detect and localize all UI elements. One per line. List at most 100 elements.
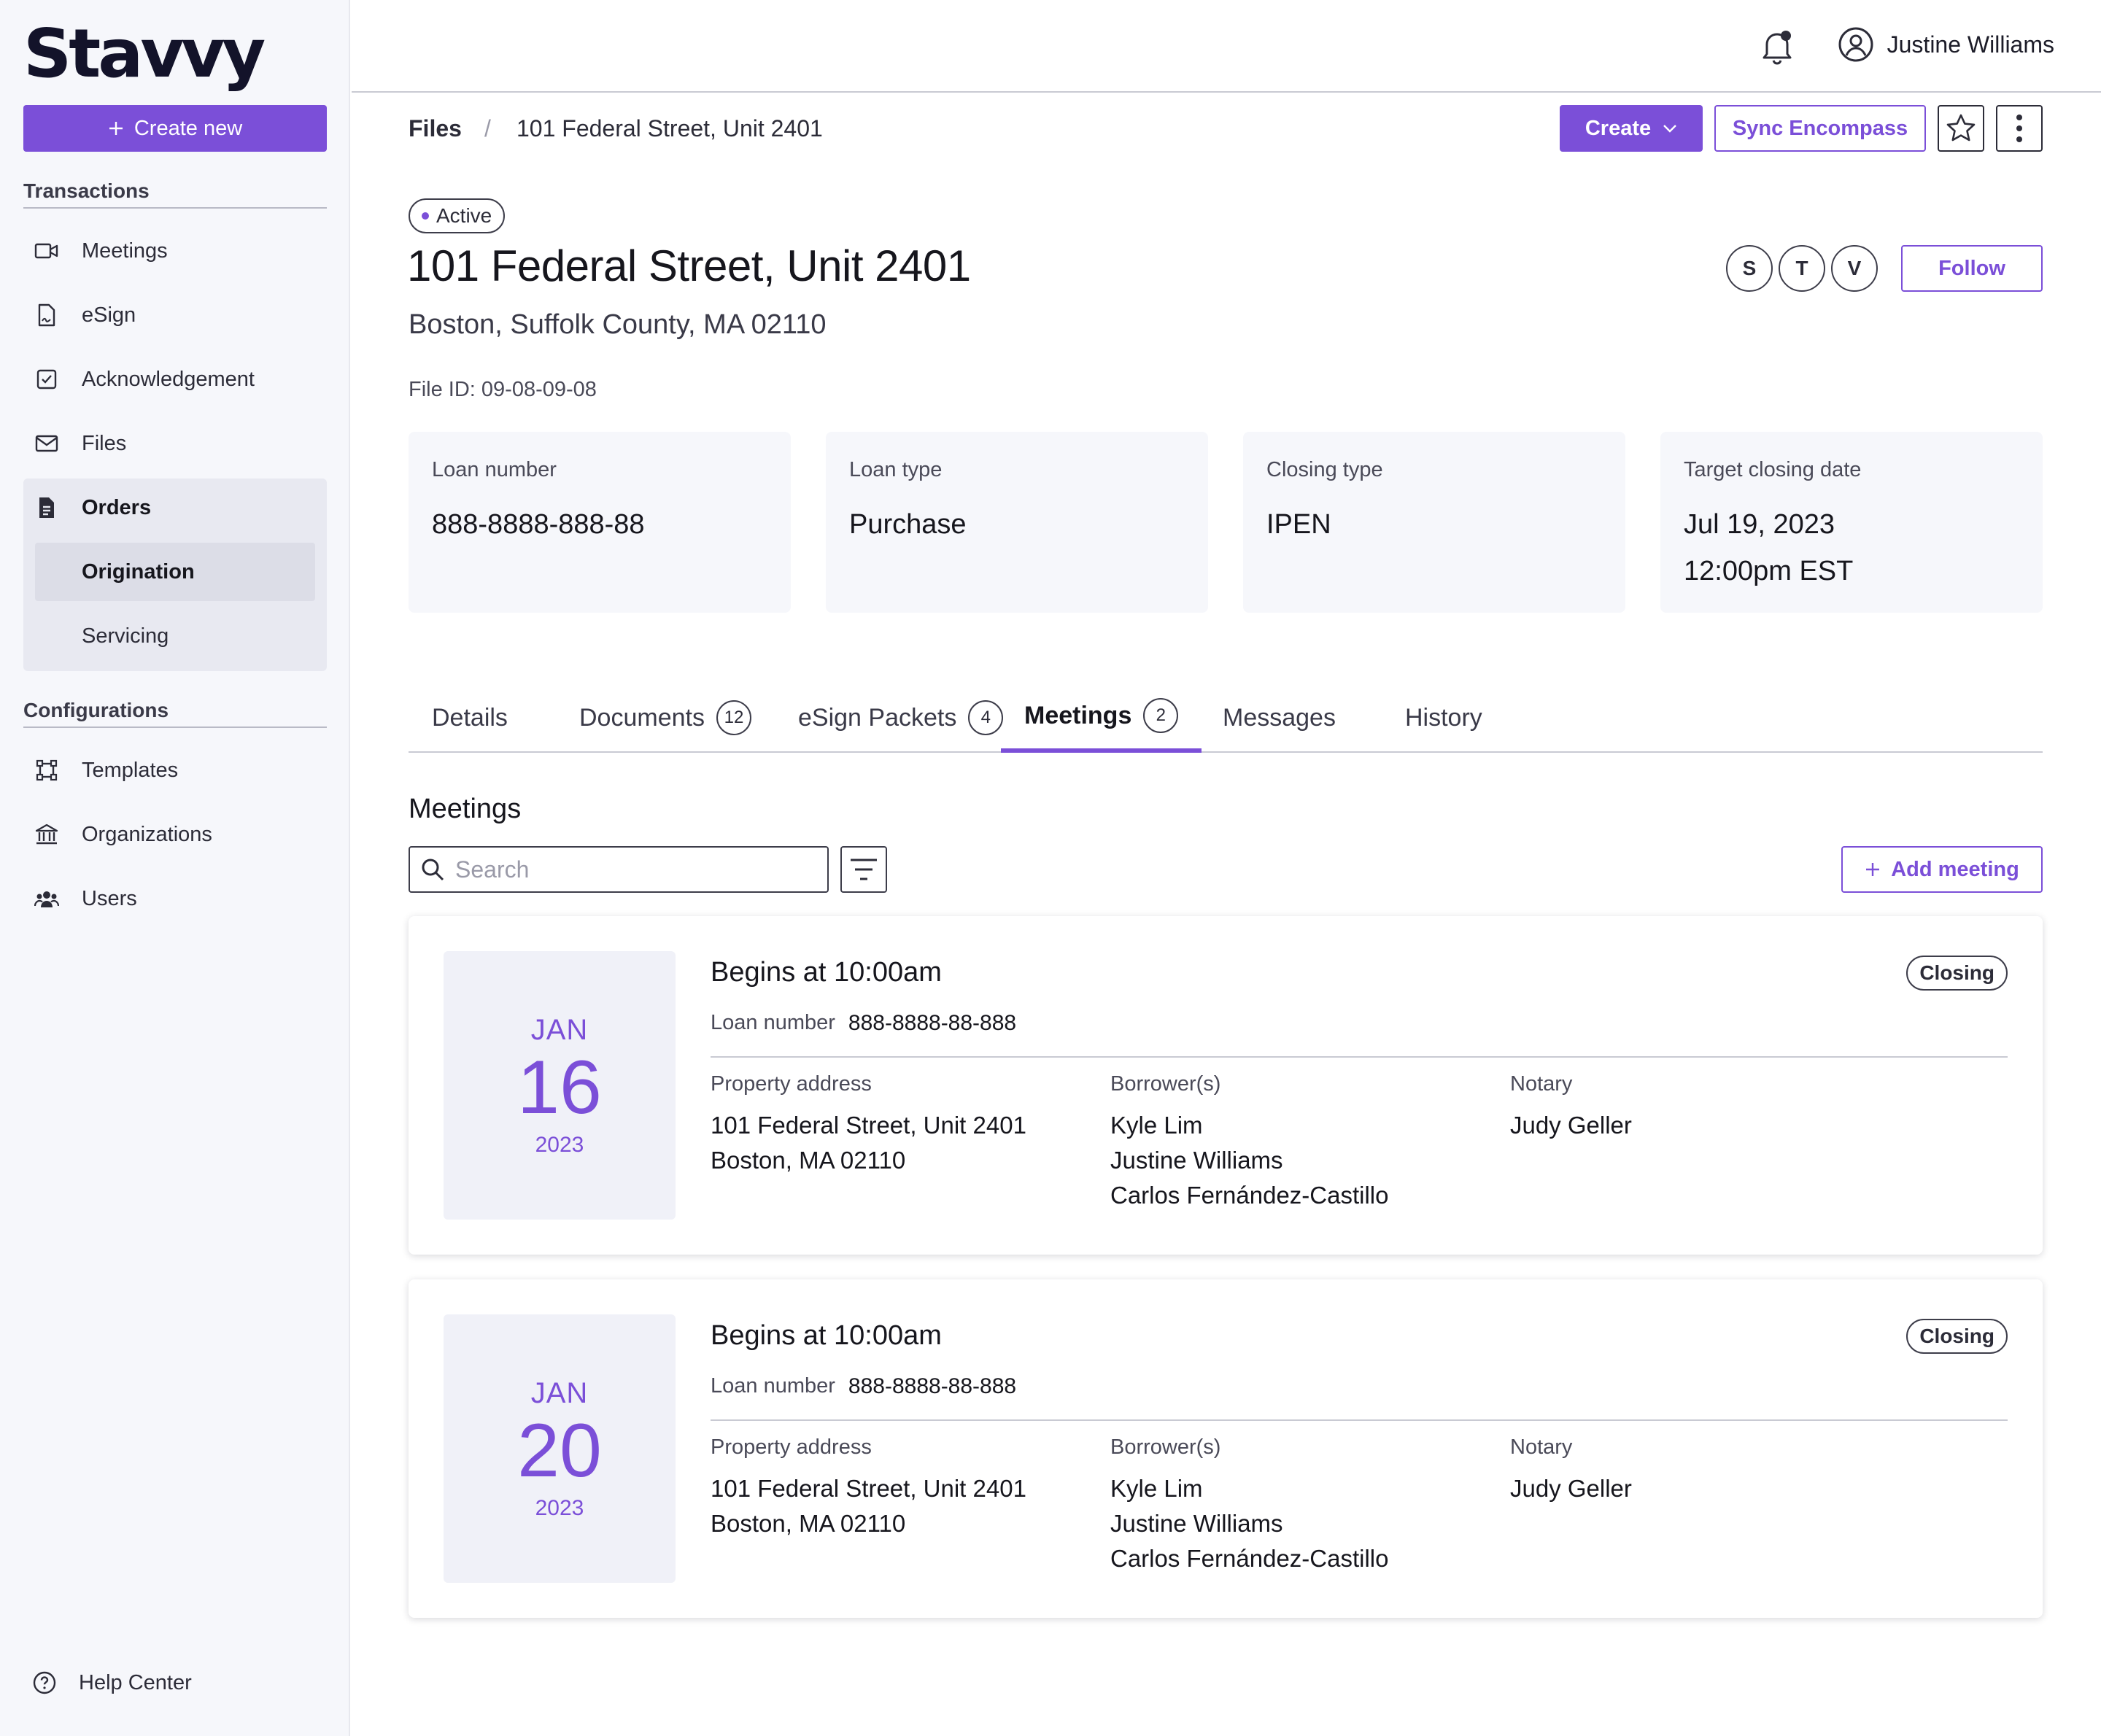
- create-new-label: Create new: [134, 116, 243, 140]
- sidebar-item-label: eSign: [82, 303, 136, 327]
- envelope-icon: [32, 435, 61, 452]
- tab-count-badge: 12: [716, 700, 751, 735]
- meeting-borrower: Justine Williams: [1110, 1510, 1283, 1537]
- meeting-property-address: Property address 101 Federal Street, Uni…: [711, 1072, 1026, 1178]
- sync-encompass-button[interactable]: Sync Encompass: [1714, 105, 1926, 152]
- sidebar: Stavvy Create new Transactions Meetings …: [0, 0, 350, 1736]
- plus-icon: [108, 120, 124, 136]
- meeting-address-line: 101 Federal Street, Unit 2401: [711, 1112, 1026, 1139]
- template-frame-icon: [32, 759, 61, 781]
- help-center-label: Help Center: [79, 1670, 192, 1694]
- page-subtitle: Boston, Suffolk County, MA 02110: [409, 309, 827, 340]
- checkbox-icon: [32, 369, 61, 390]
- meeting-type-badge: Closing: [1906, 956, 2008, 991]
- avatar-s[interactable]: S: [1726, 245, 1773, 292]
- meeting-card[interactable]: JAN 20 2023 Begins at 10:00am Closing Lo…: [409, 1279, 2043, 1618]
- user-menu[interactable]: Justine Williams: [1838, 26, 2054, 63]
- tab-documents[interactable]: Documents 12: [556, 683, 775, 753]
- avatar-v[interactable]: V: [1831, 245, 1878, 292]
- app-logo[interactable]: Stavvy: [23, 15, 266, 93]
- tab-messages[interactable]: Messages: [1199, 683, 1359, 753]
- search-input[interactable]: [454, 855, 804, 884]
- sidebar-subitem-origination[interactable]: Origination: [35, 543, 315, 601]
- sidebar-item-files[interactable]: Files: [23, 414, 327, 473]
- create-new-button[interactable]: Create new: [23, 105, 327, 152]
- tab-details[interactable]: Details: [409, 683, 531, 753]
- create-button-label: Create: [1585, 116, 1652, 140]
- esign-document-icon: [32, 303, 61, 327]
- info-card-value: Jul 19, 2023: [1684, 509, 1835, 540]
- sidebar-item-esign[interactable]: eSign: [23, 286, 327, 344]
- sidebar-item-meetings[interactable]: Meetings: [23, 222, 327, 280]
- meeting-loan-value: 888-8888-88-888: [848, 1374, 1017, 1398]
- sidebar-item-users[interactable]: Users: [23, 869, 327, 928]
- create-dropdown-button[interactable]: Create: [1560, 105, 1703, 152]
- info-card-target-closing-date: Target closing date Jul 19, 2023 12:00pm…: [1660, 432, 2043, 613]
- info-card-value: IPEN: [1266, 509, 1331, 540]
- meeting-notary-label: Notary: [1510, 1072, 1573, 1096]
- file-id: File ID: 09-08-09-08: [409, 378, 597, 401]
- meeting-notary-label: Notary: [1510, 1435, 1573, 1459]
- help-center-link[interactable]: Help Center: [32, 1670, 192, 1695]
- follow-button[interactable]: Follow: [1901, 245, 2043, 292]
- info-card-loan-type: Loan type Purchase: [826, 432, 1208, 613]
- meeting-borrower: Carlos Fernández-Castillo: [1110, 1182, 1389, 1209]
- add-meeting-button[interactable]: Add meeting: [1841, 846, 2043, 893]
- transactions-section-title: Transactions: [23, 179, 327, 209]
- meeting-date-box: JAN 20 2023: [444, 1314, 676, 1583]
- meeting-date-box: JAN 16 2023: [444, 951, 676, 1220]
- info-card-closing-type: Closing type IPEN: [1243, 432, 1625, 613]
- sidebar-item-orders[interactable]: Orders: [23, 478, 327, 537]
- more-options-button[interactable]: [1996, 105, 2043, 152]
- tab-esign-packets[interactable]: eSign Packets 4: [775, 683, 1026, 753]
- meeting-property-address: Property address 101 Federal Street, Uni…: [711, 1435, 1026, 1541]
- breadcrumb-current: 101 Federal Street, Unit 2401: [516, 115, 823, 142]
- add-meeting-label: Add meeting: [1891, 857, 2019, 881]
- meeting-loan-number: Loan number 888-8888-88-888: [711, 1011, 1016, 1036]
- info-card-label: Target closing date: [1684, 458, 1862, 481]
- chevron-down-icon: [1663, 124, 1677, 133]
- meeting-borrowers: Borrower(s) Kyle Lim Justine Williams Ca…: [1110, 1435, 1388, 1576]
- configurations-section-title: Configurations: [23, 699, 327, 728]
- meeting-card[interactable]: JAN 16 2023 Begins at 10:00am Closing Lo…: [409, 916, 2043, 1255]
- info-card-label: Closing type: [1266, 458, 1383, 481]
- sidebar-item-label: Organizations: [82, 822, 212, 846]
- avatar-t[interactable]: T: [1779, 245, 1825, 292]
- meeting-loan-label: Loan number: [711, 1011, 835, 1034]
- sidebar-item-label: Acknowledgement: [82, 367, 255, 391]
- tab-label: Details: [432, 703, 508, 732]
- sidebar-item-templates[interactable]: Templates: [23, 741, 327, 799]
- search-field[interactable]: [409, 846, 829, 893]
- meeting-title: Begins at 10:00am: [711, 957, 942, 988]
- meeting-address-label: Property address: [711, 1072, 872, 1096]
- meeting-title: Begins at 10:00am: [711, 1320, 942, 1351]
- info-card-label: Loan type: [849, 458, 943, 481]
- meeting-borrower: Kyle Lim: [1110, 1112, 1203, 1139]
- top-bar: Justine Williams: [352, 0, 2101, 93]
- sidebar-item-organizations[interactable]: Organizations: [23, 805, 327, 864]
- meeting-borrower: Kyle Lim: [1110, 1475, 1203, 1502]
- meeting-borrowers-label: Borrower(s): [1110, 1072, 1221, 1096]
- notification-bell-icon[interactable]: [1760, 28, 1795, 66]
- tab-meetings[interactable]: Meetings 2: [1001, 683, 1202, 753]
- filter-button[interactable]: [840, 846, 887, 893]
- meeting-month: JAN: [530, 1376, 589, 1409]
- help-circle-icon: [32, 1670, 57, 1695]
- favorite-button[interactable]: [1938, 105, 1984, 152]
- meeting-borrowers: Borrower(s) Kyle Lim Justine Williams Ca…: [1110, 1072, 1388, 1213]
- meeting-borrowers-label: Borrower(s): [1110, 1435, 1221, 1459]
- meeting-notary: Notary Judy Geller: [1510, 1435, 1632, 1506]
- sidebar-subitem-servicing[interactable]: Servicing: [82, 624, 169, 648]
- user-name: Justine Williams: [1887, 31, 2054, 58]
- sidebar-item-label: Templates: [82, 758, 179, 782]
- breadcrumb-separator: /: [484, 115, 491, 142]
- sidebar-item-acknowledgement[interactable]: Acknowledgement: [23, 350, 327, 408]
- breadcrumb-files-link[interactable]: Files: [409, 115, 462, 142]
- divider: [711, 1056, 2008, 1058]
- tab-label: Messages: [1223, 703, 1336, 732]
- sidebar-item-label: Users: [82, 886, 137, 910]
- tab-history[interactable]: History: [1382, 683, 1506, 753]
- bank-building-icon: [32, 823, 61, 846]
- star-icon: [1946, 113, 1976, 144]
- info-card-value: Purchase: [849, 509, 967, 540]
